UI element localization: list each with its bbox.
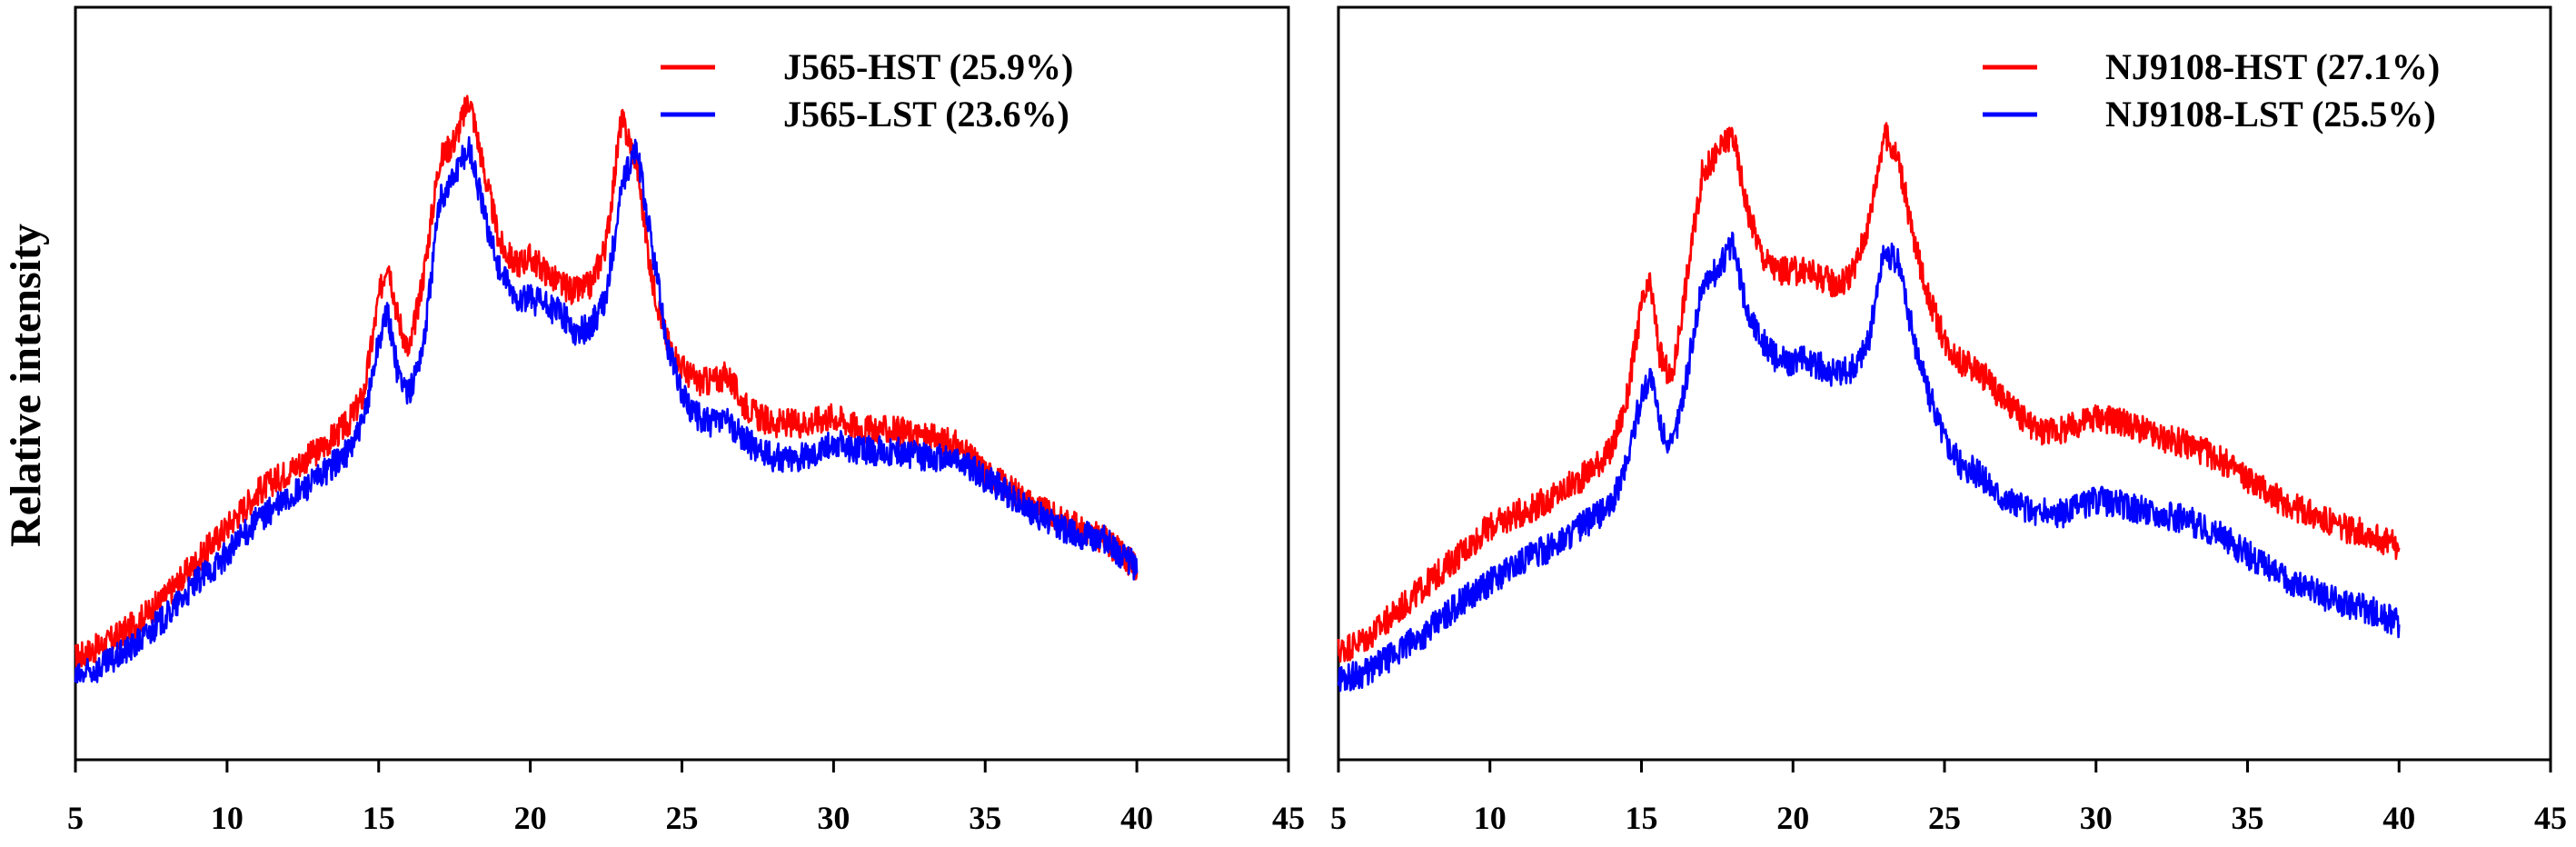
series-line-1 [74,135,1139,683]
x-tick-label: 10 [1474,800,1507,836]
x-tick-label: 20 [1776,800,1809,836]
series-line-0 [1337,122,2401,663]
x-tick-label: 35 [2232,800,2264,836]
chart-panel-j565: 5 10 15 20 25 30 35 40 45 J565-HST (25.9%) J565-LS… [67,5,1305,836]
x-tick-label: 35 [969,800,1001,836]
x-tick-label: 5 [1330,800,1347,836]
series-line-0 [74,95,1139,672]
series-line-1 [1337,231,2401,693]
legend-label-1: J565-LST (23.6%) [783,94,1069,135]
x-tick-label: 25 [1928,800,1961,836]
legend-label-0: J565-HST (25.9%) [783,46,1073,87]
x-tick-label: 5 [67,800,84,836]
x-tick-label: 30 [2080,800,2113,836]
x-tick-label: 15 [1626,800,1658,836]
x-tick-label: 45 [1272,800,1305,836]
x-tick-label: 30 [817,800,850,836]
x-tick-label: 15 [363,800,395,836]
x-tick-label: 20 [514,800,547,836]
x-tick-label: 10 [211,800,244,836]
x-tick-label: 45 [2534,800,2567,836]
x-tick-label: 25 [666,800,699,836]
x-tick-label: 40 [1120,800,1153,836]
legend-label-0: NJ9108-HST (27.1%) [2105,46,2440,87]
chart-panel-nj9108: 5 10 15 20 25 30 35 40 45 NJ9108-HST (27.1%) NJ910… [1330,5,2567,836]
plot-frame [74,5,1290,762]
x-tick-label: 40 [2382,800,2415,836]
legend-label-1: NJ9108-LST (25.5%) [2105,94,2436,135]
y-axis-label: Relative intensity [2,224,50,547]
